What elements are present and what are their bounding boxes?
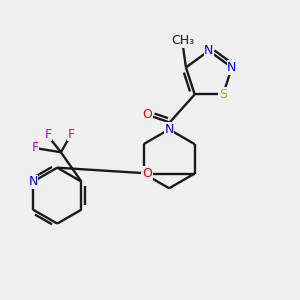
Text: N: N (204, 44, 214, 57)
Text: N: N (28, 175, 38, 188)
Text: CH₃: CH₃ (171, 34, 194, 47)
Text: F: F (67, 128, 74, 141)
Text: S: S (219, 88, 227, 101)
Text: N: N (227, 61, 236, 74)
Text: O: O (142, 108, 152, 121)
Text: F: F (32, 141, 38, 154)
Text: O: O (142, 167, 152, 180)
Text: F: F (44, 128, 52, 141)
Text: N: N (164, 123, 174, 136)
